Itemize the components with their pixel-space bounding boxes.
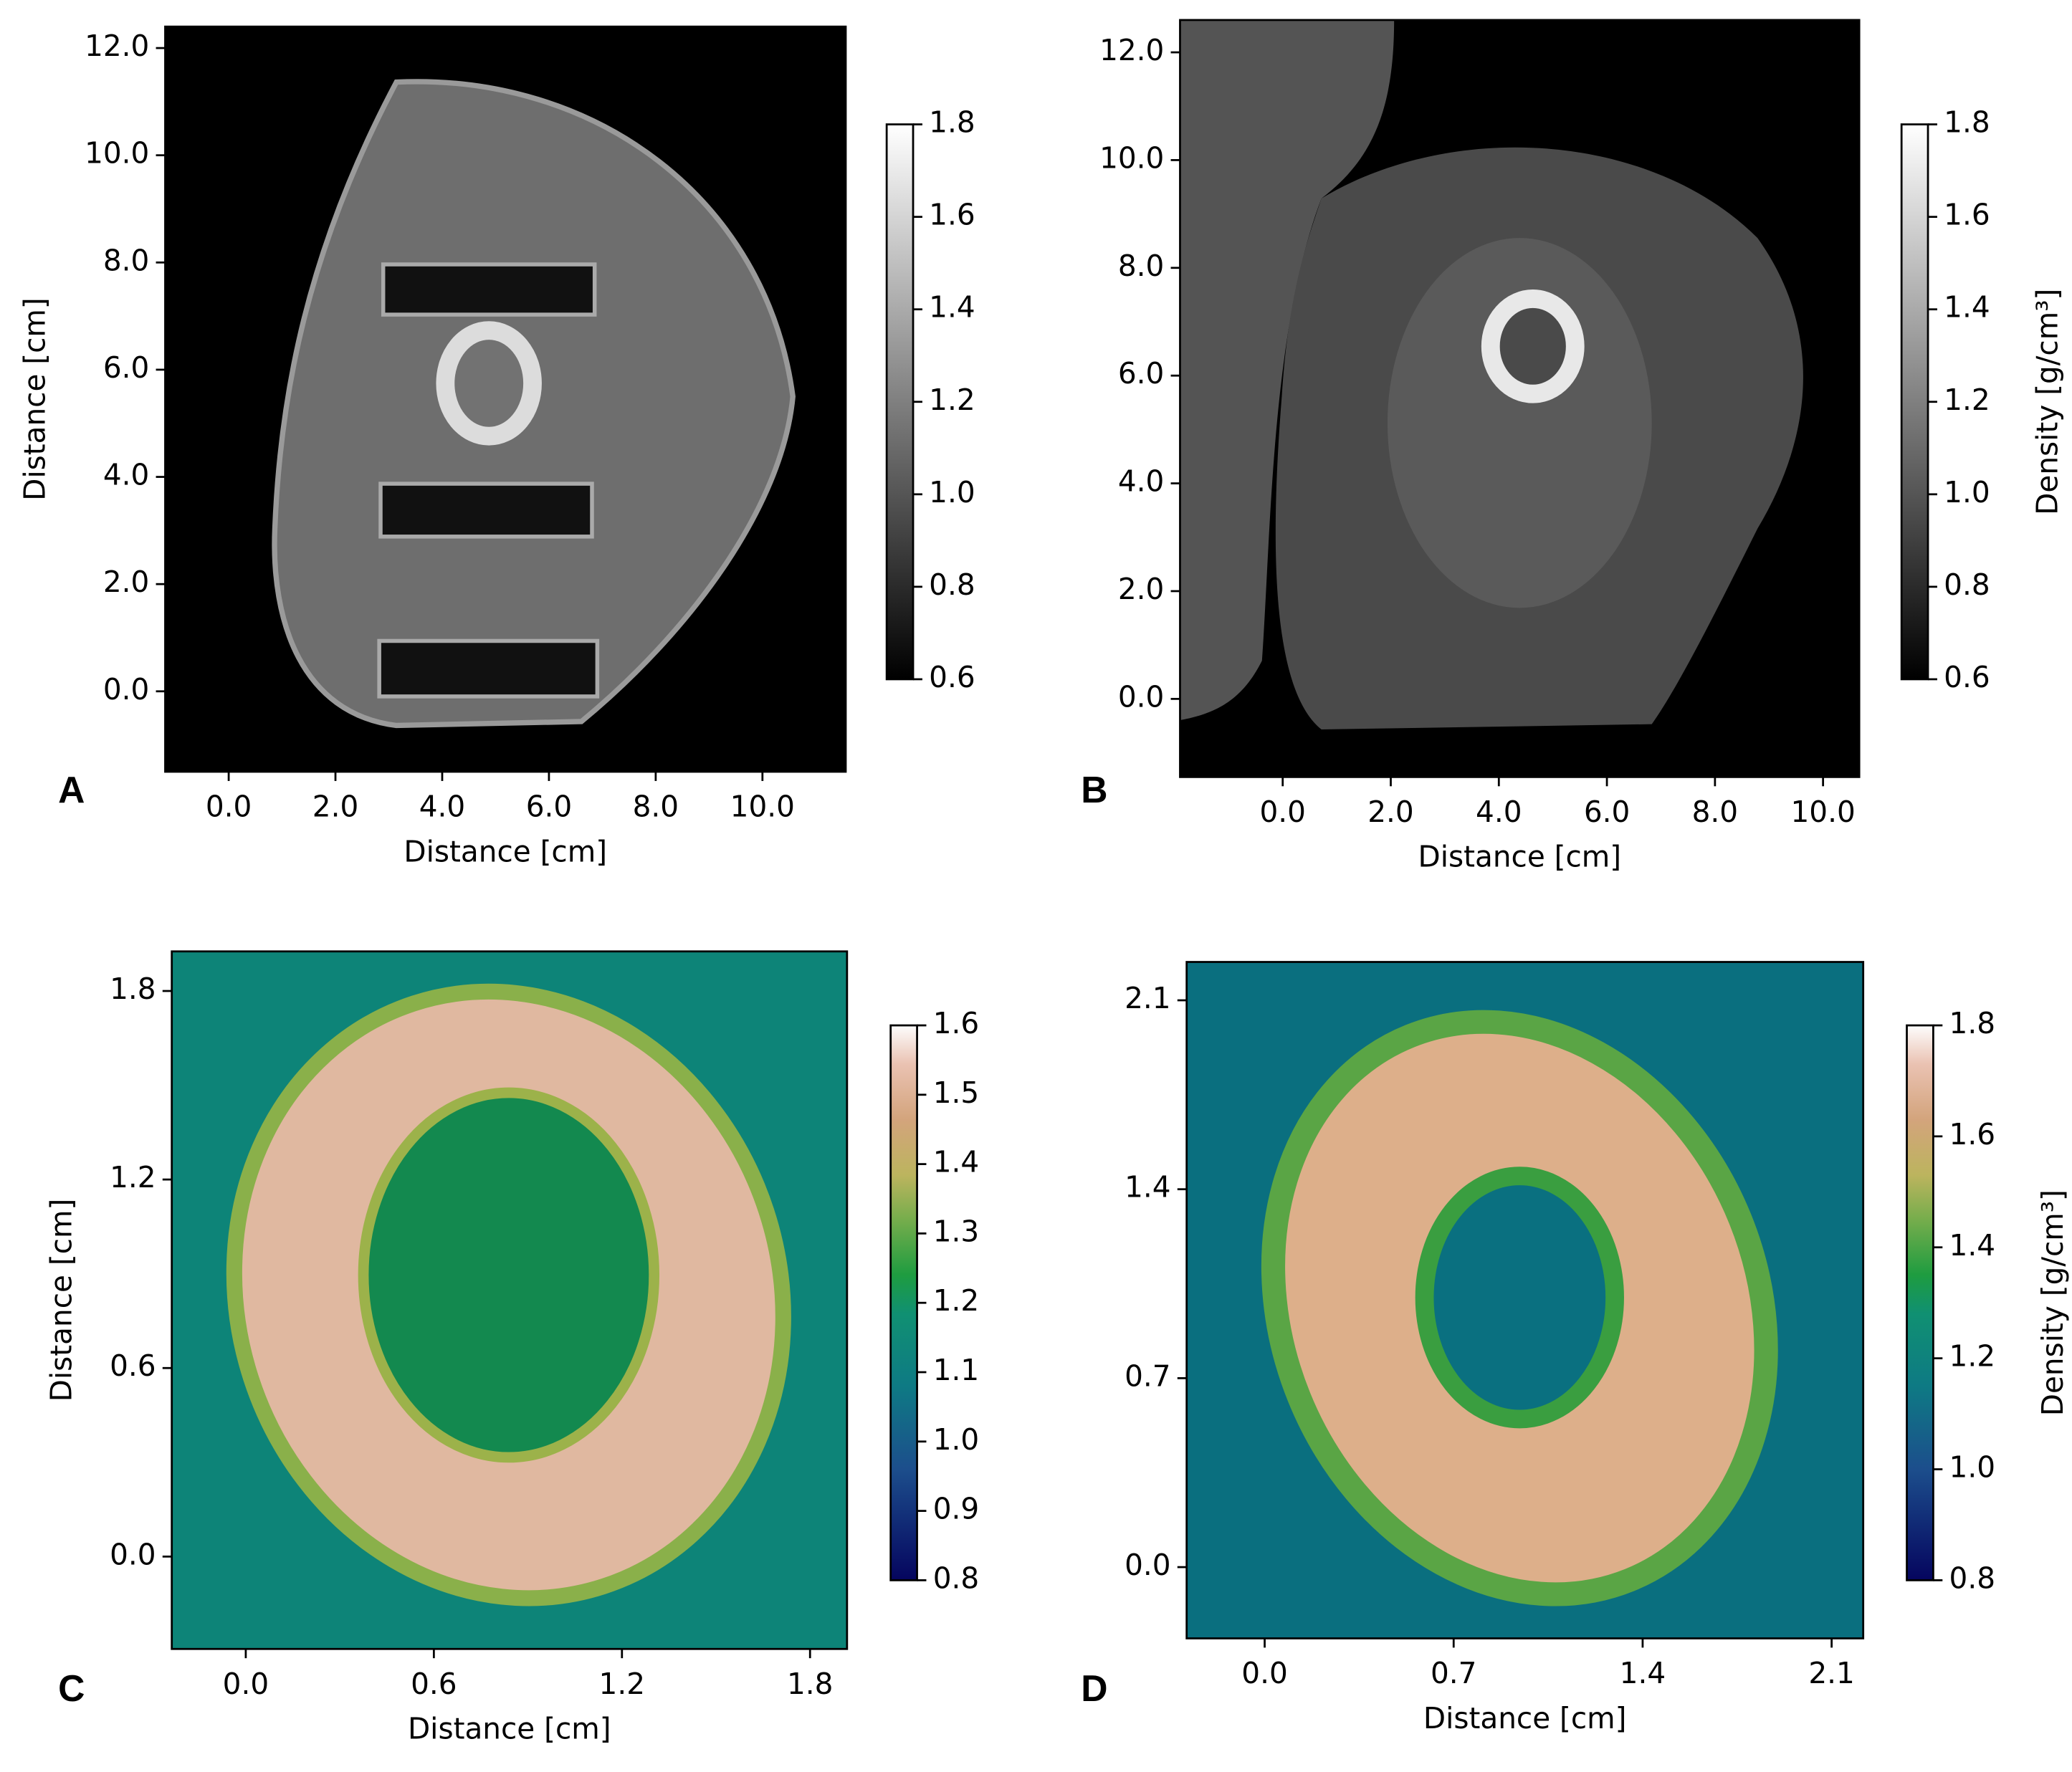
colorbar-label: Density [g/cm³]: [2030, 289, 2065, 515]
colorbar-tick-label: 1.0: [933, 1422, 979, 1457]
axes-frame: [1179, 19, 1861, 778]
x-tick-label: 0.0: [206, 790, 252, 824]
y-tick-label: 12.0: [85, 29, 149, 63]
y-tick-label: 6.0: [1118, 356, 1164, 391]
x-axis-label: Distance [cm]: [1418, 840, 1622, 874]
x-tick-label: 4.0: [1476, 795, 1522, 829]
colorbar-tick-label: 1.4: [929, 290, 975, 325]
y-tick-label: 2.1: [1125, 981, 1170, 1015]
x-tick-label: 6.0: [526, 790, 572, 824]
y-tick-label: 0.7: [1125, 1359, 1170, 1393]
colorbar-tick-label: 1.2: [933, 1283, 979, 1318]
x-tick-label: 8.0: [1692, 795, 1738, 829]
x-tick-label: 2.1: [1808, 1656, 1854, 1690]
colorbar-tick-label: 1.2: [929, 383, 975, 417]
colorbar-tick-label: 1.0: [1949, 1450, 1995, 1485]
colorbar-tick-label: 1.2: [1944, 383, 1990, 417]
colorbar: [1900, 123, 1929, 681]
panel-label: D: [1081, 1667, 1107, 1709]
colorbar-tick-label: 1.1: [933, 1353, 979, 1387]
image-d: [1186, 962, 1863, 1639]
panel-label: C: [58, 1667, 85, 1709]
y-tick-label: 10.0: [1099, 140, 1164, 175]
x-tick-label: 0.0: [223, 1667, 269, 1701]
y-tick-label: 8.0: [103, 243, 149, 277]
colorbar-tick-label: 0.9: [933, 1492, 979, 1526]
colorbar-tick-label: 1.8: [1949, 1006, 1995, 1040]
colorbar-tick-label: 0.8: [929, 567, 975, 602]
axes-frame: [171, 950, 849, 1650]
x-tick-label: 1.2: [599, 1667, 645, 1701]
y-tick-label: 1.8: [110, 972, 156, 1006]
colorbar-tick-label: 1.8: [1944, 105, 1990, 140]
x-tick-label: 0.0: [1241, 1656, 1287, 1690]
y-tick-label: 0.0: [110, 1537, 156, 1571]
y-tick-label: 2.0: [103, 565, 149, 599]
x-tick-label: 1.4: [1620, 1656, 1666, 1690]
colorbar-tick-label: 0.8: [1944, 567, 1990, 602]
y-tick-label: 0.0: [103, 672, 149, 707]
x-axis-label: Distance [cm]: [404, 834, 607, 868]
colorbar-tick-label: 1.3: [933, 1214, 979, 1248]
y-axis-label: Distance [cm]: [18, 297, 52, 501]
x-tick-label: 2.0: [312, 790, 358, 824]
y-tick-label: 8.0: [1118, 249, 1164, 283]
colorbar-tick-label: 1.0: [929, 475, 975, 509]
colorbar-tick-label: 1.5: [933, 1076, 979, 1110]
image-b: [1180, 19, 1860, 777]
x-axis-label: Distance [cm]: [408, 1712, 611, 1746]
colorbar: [885, 123, 915, 681]
y-tick-label: 0.0: [1118, 679, 1164, 714]
axes-frame: [1185, 961, 1865, 1639]
y-tick-label: 6.0: [103, 350, 149, 385]
x-tick-label: 10.0: [1791, 795, 1856, 829]
colorbar-tick-label: 0.6: [1944, 660, 1990, 694]
colorbar: [1906, 1024, 1934, 1581]
x-tick-label: 0.0: [1259, 795, 1305, 829]
colorbar-tick-label: 1.6: [933, 1006, 979, 1040]
y-tick-label: 4.0: [1118, 464, 1164, 499]
y-tick-label: 2.0: [1118, 572, 1164, 606]
y-axis-label: Distance [cm]: [44, 1199, 79, 1402]
y-tick-label: 10.0: [85, 136, 149, 171]
colorbar-tick-label: 1.4: [1944, 290, 1990, 325]
x-tick-label: 2.0: [1367, 795, 1413, 829]
panel-label: A: [58, 769, 85, 810]
y-tick-label: 1.4: [1125, 1170, 1170, 1205]
y-tick-label: 4.0: [103, 458, 149, 492]
x-tick-label: 8.0: [633, 790, 679, 824]
y-tick-label: 0.6: [110, 1349, 156, 1383]
x-tick-label: 0.7: [1431, 1656, 1476, 1690]
colorbar-tick-label: 1.6: [1949, 1117, 1995, 1151]
colorbar-tick-label: 0.6: [929, 660, 975, 694]
x-axis-label: Distance [cm]: [1423, 1701, 1627, 1735]
colorbar-tick-label: 1.6: [929, 198, 975, 232]
image-c: [171, 951, 847, 1649]
panel-label: B: [1081, 769, 1107, 810]
colorbar-label: Density [g/cm³]: [2035, 1189, 2070, 1416]
axes-frame: [164, 25, 847, 773]
x-tick-label: 0.6: [411, 1667, 457, 1701]
colorbar-tick-label: 1.2: [1949, 1339, 1995, 1374]
y-tick-label: 12.0: [1099, 33, 1164, 67]
x-tick-label: 6.0: [1584, 795, 1630, 829]
colorbar-tick-label: 1.0: [1944, 475, 1990, 509]
colorbar-tick-label: 1.4: [1949, 1228, 1995, 1263]
colorbar-tick-label: 0.8: [933, 1561, 979, 1595]
x-tick-label: 1.8: [787, 1667, 833, 1701]
colorbar: [889, 1024, 918, 1581]
colorbar-tick-label: 0.8: [1949, 1561, 1995, 1595]
colorbar-tick-label: 1.6: [1944, 198, 1990, 232]
image-a: [165, 27, 846, 772]
x-tick-label: 10.0: [730, 790, 795, 824]
y-tick-label: 0.0: [1125, 1548, 1170, 1582]
x-tick-label: 4.0: [419, 790, 465, 824]
colorbar-tick-label: 1.8: [929, 105, 975, 140]
y-tick-label: 1.2: [110, 1160, 156, 1194]
colorbar-tick-label: 1.4: [933, 1145, 979, 1179]
